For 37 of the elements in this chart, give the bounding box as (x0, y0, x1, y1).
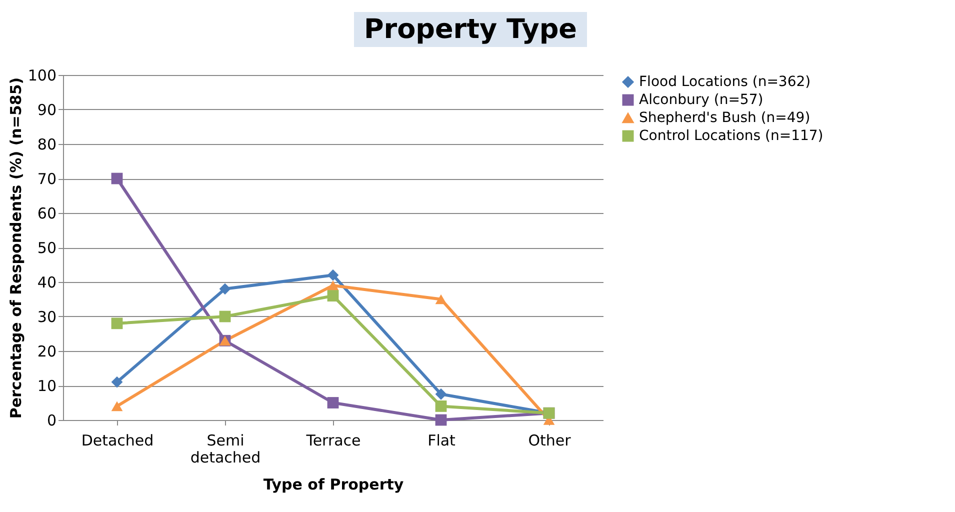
point (111, 376, 123, 388)
y-tick-label: 60 (37, 204, 56, 222)
point (435, 388, 447, 400)
legend-label: Flood Locations (n=362) (639, 74, 811, 90)
point (435, 294, 447, 304)
point (435, 400, 447, 412)
x-axis-title: Type of Property (263, 476, 404, 494)
y-axis-title: Percentage of Respondents (%) (n=585) (6, 77, 25, 419)
y-tick-label: 90 (37, 101, 56, 119)
point (327, 280, 339, 290)
point (111, 401, 123, 412)
x-tick-label: Terrace (305, 432, 361, 450)
x-tick-label: Detached (81, 432, 154, 450)
point (219, 283, 231, 295)
y-tick-label: 70 (37, 170, 56, 188)
legend-label: Control Locations (n=117) (639, 128, 824, 144)
y-tick-label: 80 (37, 136, 56, 154)
point (111, 318, 123, 330)
legend-label: Shepherd's Bush (n=49) (639, 110, 810, 126)
y-tick-label: 20 (37, 342, 56, 360)
point (111, 172, 123, 184)
x-tick-label: Semi detached (190, 432, 261, 466)
point (327, 269, 339, 281)
point (435, 414, 447, 426)
chart-title: Property Type (354, 12, 587, 47)
y-tick-label: 50 (37, 239, 56, 257)
y-tick-label: 100 (28, 66, 56, 84)
legend-label: Alconbury (n=57) (639, 92, 764, 108)
y-tick-label: 0 (46, 412, 56, 430)
y-tick-label: 40 (37, 274, 56, 292)
x-tick-label: Flat (428, 432, 456, 450)
point (219, 310, 231, 322)
point (327, 397, 339, 408)
x-tick-label: Other (528, 432, 572, 450)
y-tick-label: 30 (37, 308, 56, 326)
point (327, 290, 339, 302)
y-tick-label: 10 (37, 377, 56, 395)
